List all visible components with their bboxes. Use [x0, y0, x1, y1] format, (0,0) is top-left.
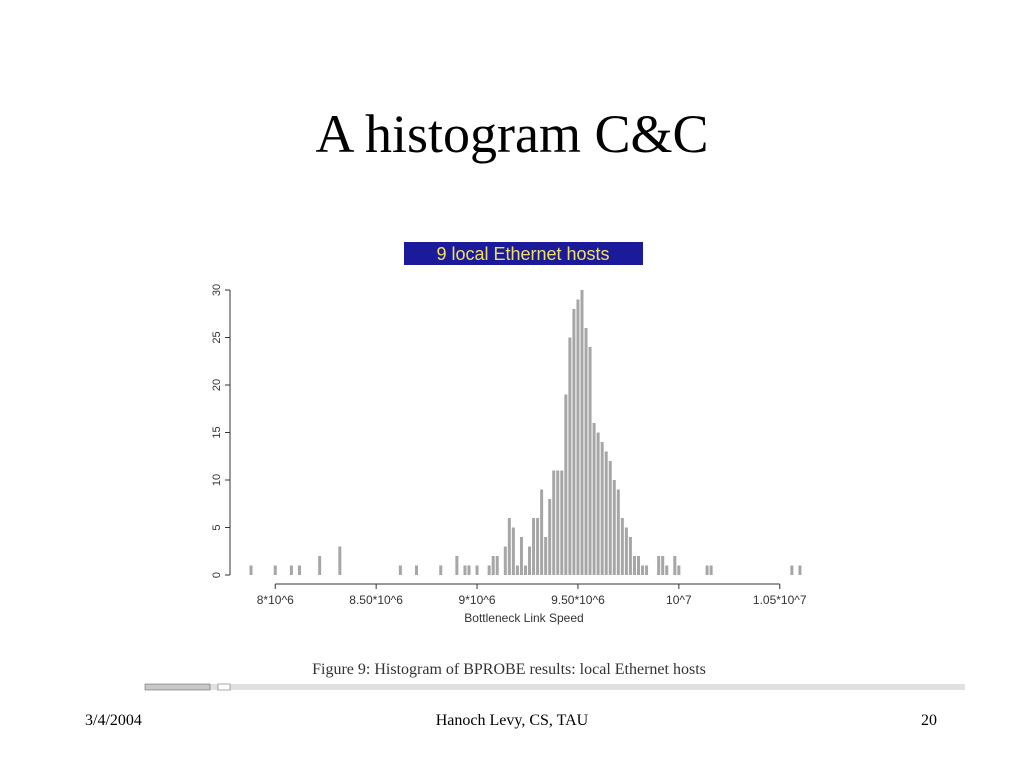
scrollbar-button — [144, 683, 211, 691]
bar — [511, 527, 515, 575]
bar — [600, 442, 604, 575]
bar — [415, 565, 419, 575]
x-tick-label: 8.50*10^6 — [349, 593, 403, 607]
bar — [273, 565, 277, 575]
bar — [572, 309, 576, 575]
bar — [709, 565, 713, 575]
bar — [588, 347, 592, 575]
bar — [564, 394, 568, 575]
bar — [798, 565, 802, 575]
bar — [677, 565, 681, 575]
bar — [495, 556, 499, 575]
bar — [249, 565, 253, 575]
bar — [439, 565, 443, 575]
bar — [528, 546, 532, 575]
chart-title-background — [404, 242, 643, 265]
y-tick-label: 15 — [211, 426, 223, 438]
y-tick-label: 0 — [211, 572, 223, 578]
bar — [604, 451, 608, 575]
y-tick-label: 10 — [211, 474, 223, 486]
bar — [455, 556, 459, 575]
bar — [487, 565, 491, 575]
bar — [612, 480, 616, 575]
slide-title: A histogram C&C — [315, 104, 708, 164]
bar — [665, 565, 669, 575]
bar — [507, 518, 511, 575]
bar — [503, 546, 507, 575]
footer-author: Hanoch Levy, CS, TAU — [436, 712, 589, 729]
bar — [661, 556, 665, 575]
y-tick-label: 25 — [211, 331, 223, 343]
bar — [540, 489, 544, 575]
bar — [544, 537, 548, 575]
bar — [584, 328, 588, 575]
x-tick-label: 10^7 — [666, 593, 692, 607]
bar — [628, 537, 632, 575]
bar — [548, 499, 552, 575]
bar — [467, 565, 471, 575]
bar — [338, 546, 342, 575]
bar — [532, 518, 536, 575]
bar — [616, 489, 620, 575]
x-axis-label: Bottleneck Link Speed — [464, 611, 583, 625]
bar — [636, 556, 640, 575]
bar — [318, 556, 322, 575]
bar — [568, 337, 572, 575]
x-tick-label: 8*10^6 — [257, 593, 294, 607]
bar — [657, 556, 661, 575]
bar — [556, 470, 560, 575]
bar — [790, 565, 794, 575]
bar — [523, 565, 527, 575]
y-tick-label: 30 — [211, 284, 223, 296]
bar — [580, 290, 584, 575]
y-tick-label: 20 — [211, 379, 223, 391]
bar — [632, 556, 636, 575]
x-tick-label: 1.05*10^7 — [753, 593, 807, 607]
bar — [608, 461, 612, 575]
bar — [289, 565, 293, 575]
y-tick-label: 5 — [211, 524, 223, 530]
bar — [596, 432, 600, 575]
bar — [576, 299, 580, 575]
bar — [519, 537, 523, 575]
bar — [398, 565, 402, 575]
figure-caption: Figure 9: Histogram of BPROBE results: l… — [312, 661, 706, 678]
bar — [592, 423, 596, 575]
bar — [641, 565, 645, 575]
bar — [536, 518, 540, 575]
bar — [515, 565, 519, 575]
bar — [624, 527, 628, 575]
bar — [560, 470, 564, 575]
scrollbar-strip — [145, 684, 965, 690]
footer-date: 3/4/2004 — [85, 712, 142, 729]
bar — [552, 470, 556, 575]
scrollbar-icon — [217, 683, 231, 691]
bar — [645, 565, 649, 575]
bar — [620, 518, 624, 575]
x-tick-label: 9.50*10^6 — [551, 593, 605, 607]
bar — [673, 556, 677, 575]
bar — [463, 565, 467, 575]
bar — [491, 556, 495, 575]
chart-title: 9 local Ethernet hosts — [436, 244, 609, 264]
x-tick-label: 9*10^6 — [459, 593, 496, 607]
footer-page: 20 — [921, 712, 937, 729]
bar — [705, 565, 709, 575]
bar — [475, 565, 479, 575]
bar — [297, 565, 301, 575]
